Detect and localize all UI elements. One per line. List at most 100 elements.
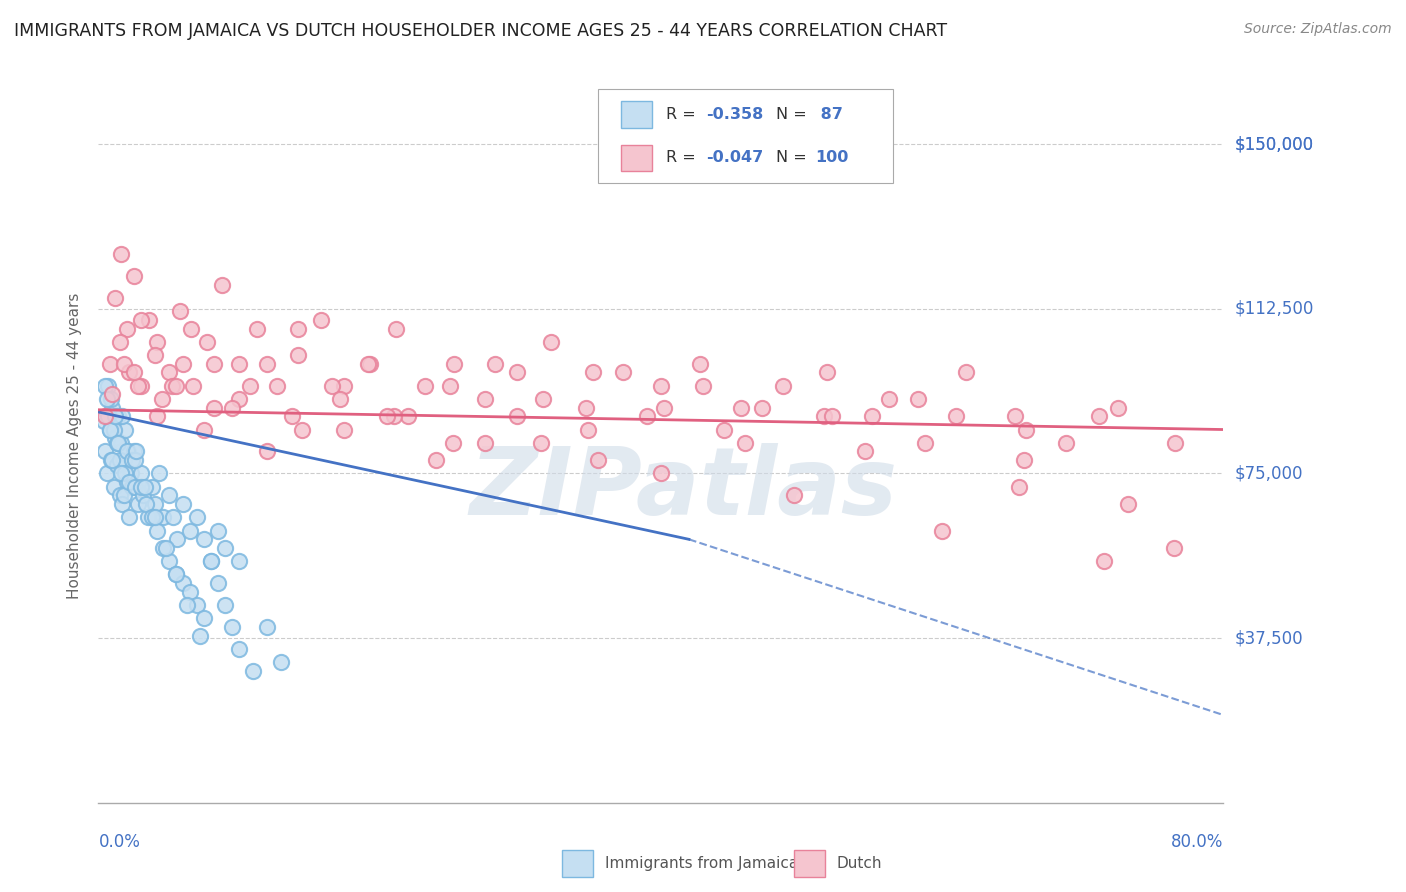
Text: -0.358: -0.358 <box>706 107 763 121</box>
Point <box>110 467 132 481</box>
Point <box>689 357 711 371</box>
Point <box>111 497 134 511</box>
Point <box>530 435 553 450</box>
Point <box>202 401 225 415</box>
Point <box>270 655 292 669</box>
Point <box>172 497 194 511</box>
Text: N =: N = <box>776 151 813 165</box>
Point <box>329 392 352 406</box>
Point <box>612 366 634 380</box>
Point <box>1163 541 1185 555</box>
Point <box>165 378 187 392</box>
Point <box>813 409 835 424</box>
Point <box>104 409 127 424</box>
Point <box>287 348 309 362</box>
Point <box>141 510 163 524</box>
Point <box>211 277 233 292</box>
Text: $150,000: $150,000 <box>1234 135 1313 153</box>
Point <box>1012 453 1035 467</box>
Point <box>141 480 163 494</box>
Text: $150,000: $150,000 <box>1234 135 1313 153</box>
Point <box>181 378 204 392</box>
Point <box>914 435 936 450</box>
Point <box>104 431 127 445</box>
Point <box>186 510 208 524</box>
Point <box>385 321 408 335</box>
Point <box>112 453 135 467</box>
Point <box>228 554 250 568</box>
Point <box>246 321 269 335</box>
Point <box>165 567 187 582</box>
Point <box>751 401 773 415</box>
Text: $37,500: $37,500 <box>1234 629 1303 647</box>
Point <box>877 392 900 406</box>
Point <box>1092 554 1115 568</box>
Text: -0.047: -0.047 <box>706 151 763 165</box>
Point <box>124 453 146 467</box>
Point <box>176 598 198 612</box>
Point <box>636 409 658 424</box>
Point <box>157 554 180 568</box>
Text: 0.0%: 0.0% <box>98 833 141 851</box>
Text: $112,500: $112,500 <box>1234 300 1313 318</box>
Point <box>129 480 152 494</box>
Point <box>287 321 309 335</box>
Point <box>214 541 236 555</box>
Point <box>103 423 125 437</box>
Point <box>200 554 222 568</box>
Point <box>165 567 187 582</box>
Point <box>382 409 405 424</box>
Point <box>98 423 121 437</box>
Point <box>506 366 529 380</box>
Point <box>484 357 506 371</box>
Point <box>506 409 529 424</box>
Point <box>180 321 202 335</box>
Point <box>108 488 131 502</box>
Point <box>122 366 145 380</box>
Point <box>115 475 138 490</box>
Point <box>143 510 166 524</box>
Point <box>1088 409 1111 424</box>
Point <box>132 488 155 502</box>
Point <box>540 334 562 349</box>
Point <box>143 497 166 511</box>
Point <box>157 366 180 380</box>
Point <box>650 467 672 481</box>
Point <box>730 401 752 415</box>
Point <box>120 467 142 481</box>
Point <box>146 334 169 349</box>
Point <box>146 524 169 538</box>
Point <box>107 409 129 424</box>
Point <box>108 334 131 349</box>
Point <box>118 475 141 490</box>
Point <box>110 247 132 261</box>
Point <box>134 480 156 494</box>
Point <box>207 524 229 538</box>
Point <box>98 357 121 371</box>
Text: R =: R = <box>666 151 702 165</box>
Point <box>333 423 356 437</box>
Point <box>179 585 201 599</box>
Point <box>443 357 465 371</box>
Point <box>143 348 166 362</box>
Point <box>1116 497 1139 511</box>
Point <box>117 444 139 458</box>
Text: R =: R = <box>666 107 702 121</box>
Point <box>105 458 128 472</box>
Text: Source: ZipAtlas.com: Source: ZipAtlas.com <box>1244 22 1392 37</box>
Text: 100: 100 <box>815 151 849 165</box>
Point <box>200 554 222 568</box>
Point <box>129 312 152 326</box>
Point <box>172 357 194 371</box>
Text: N =: N = <box>776 107 813 121</box>
Point <box>127 378 149 392</box>
Point <box>202 357 225 371</box>
Point <box>955 366 977 380</box>
Point <box>650 378 672 392</box>
Point <box>321 378 343 392</box>
Point <box>193 611 215 625</box>
Point <box>155 541 177 555</box>
Point <box>162 510 184 524</box>
Point <box>221 620 243 634</box>
Point <box>179 524 201 538</box>
